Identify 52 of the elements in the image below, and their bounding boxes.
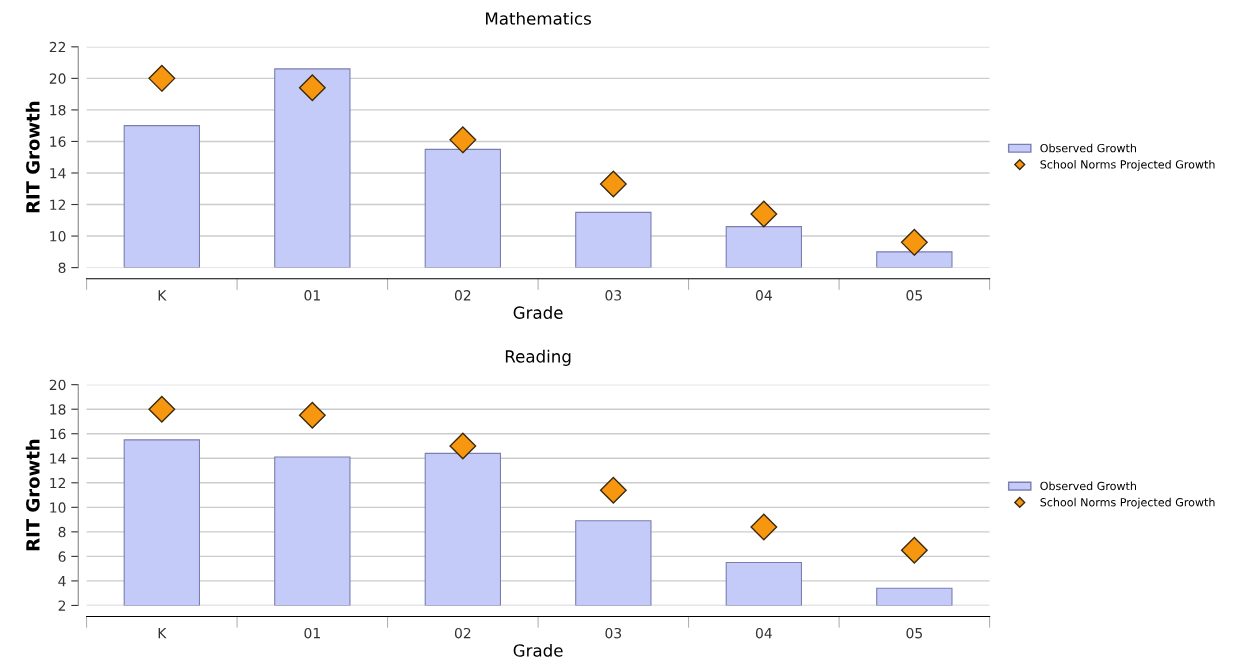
y-tick-label: 2: [58, 600, 66, 611]
legend-label: School Norms Projected Growth: [1040, 159, 1215, 171]
point: [900, 536, 928, 564]
x-tick-label: 03: [605, 627, 622, 639]
x-tick-label: 04: [755, 290, 772, 301]
y-tick-label: 14: [50, 168, 66, 179]
x-tick-label: 05: [906, 290, 922, 301]
legend-label: School Norms Projected Growth: [1040, 497, 1215, 509]
y-tick-label: 16: [50, 136, 66, 147]
x-axis-title: Grade: [513, 643, 563, 657]
y-tick-label: 8: [58, 526, 66, 538]
y-tick-label: 10: [50, 231, 66, 242]
y-axis-title: RIT Growth: [25, 439, 40, 551]
y-tick-label: 18: [50, 104, 66, 116]
point: [148, 64, 176, 92]
y-tick-label: 20: [49, 379, 66, 391]
x-tick-label: 01: [304, 627, 320, 639]
point: [449, 432, 477, 460]
y-tick-label: 10: [50, 502, 66, 513]
point: [750, 200, 778, 228]
point: [298, 401, 326, 429]
x-tick-label: 02: [454, 627, 471, 639]
y-tick-label: 20: [49, 73, 66, 84]
y-tick-label: 12: [50, 199, 66, 210]
y-tick-label: 12: [50, 477, 66, 489]
point: [900, 228, 928, 256]
point: [599, 476, 627, 504]
legend-label: Observed Growth: [1040, 481, 1136, 491]
x-tick-label: 05: [906, 627, 922, 639]
y-tick-label: 4: [58, 576, 66, 587]
point: [750, 513, 778, 541]
x-tick-label: 03: [605, 290, 622, 301]
x-tick-label: K: [158, 628, 167, 639]
y-tick-label: 22: [49, 41, 66, 53]
x-axis-title: Grade: [513, 306, 563, 319]
legend-label: Observed Growth: [1040, 143, 1136, 153]
point: [599, 170, 627, 198]
y-tick-label: 6: [58, 551, 66, 562]
y-tick-label: 16: [50, 428, 66, 440]
x-tick-label: 04: [755, 627, 772, 639]
y-tick-label: 18: [50, 404, 66, 415]
y-axis-title: RIT Growth: [25, 101, 40, 213]
chart-title: Reading: [505, 349, 571, 366]
y-tick-label: 8: [58, 262, 66, 274]
point: [449, 126, 477, 154]
x-tick-label: K: [158, 290, 167, 301]
point: [148, 395, 176, 423]
x-tick-label: 01: [304, 290, 320, 301]
chart-title: Mathematics: [486, 11, 591, 25]
point: [298, 74, 326, 102]
y-tick-label: 14: [50, 453, 66, 464]
x-tick-label: 02: [454, 290, 471, 301]
